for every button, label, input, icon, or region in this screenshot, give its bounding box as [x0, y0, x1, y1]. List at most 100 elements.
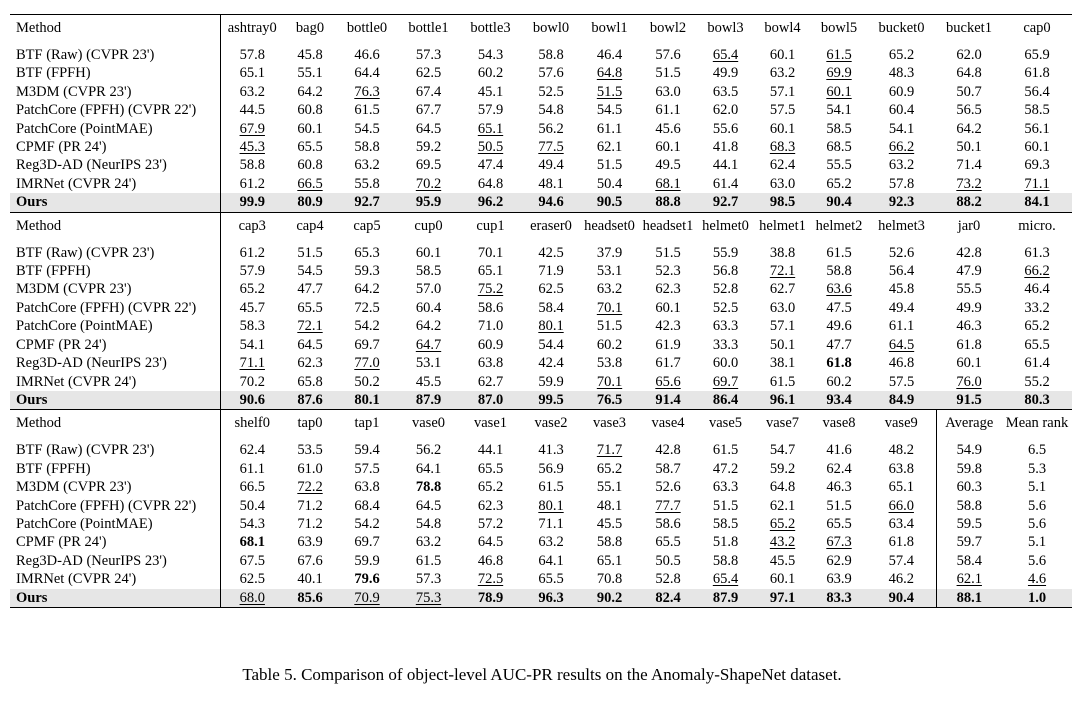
header-row: Method ashtray0 bag0 bottle0 bottle1 bottle3 b… [10, 14, 1072, 41]
cell-value: 52.8 [712, 281, 739, 298]
table-cell: 47.2 [697, 460, 754, 478]
table-cell: 91.4 [639, 390, 697, 410]
table-cell: 54.1 [867, 120, 936, 138]
cell-value: 88.1 [956, 589, 982, 606]
table-cell: 60.3 [936, 478, 1002, 496]
table-cell: 61.0 [284, 460, 336, 478]
table-cell: 51.5 [284, 239, 336, 262]
cell-value: 48.1 [538, 175, 564, 192]
table-cell: 65.4 [697, 41, 754, 64]
table-cell: 64.5 [459, 533, 522, 551]
column-header: cup1 [459, 211, 522, 239]
table-cell: 49.4 [522, 156, 580, 174]
table-cell: 90.2 [580, 588, 639, 608]
cell-value: 61.5 [826, 244, 852, 261]
cell-value: 58.6 [655, 515, 681, 532]
cell-value: 58.8 [826, 263, 852, 280]
table-cell: 60.9 [867, 83, 936, 101]
cell-value: 58.5 [826, 120, 852, 137]
cell-value: 65.8 [297, 373, 323, 390]
table-cell: 49.9 [697, 64, 754, 82]
cell-value: 68.5 [826, 139, 852, 156]
results-table: Method ashtray0 bag0 bottle0 bottle1 bottle3 b… [10, 14, 1072, 608]
table-cell: 37.9 [580, 239, 639, 262]
cell-value: 50.4 [239, 497, 265, 514]
table-cell: 48.1 [580, 497, 639, 515]
cell-value: 42.3 [655, 318, 681, 335]
table-cell: 65.5 [284, 138, 336, 156]
cell-value: 60.1 [769, 47, 796, 63]
table-cell: 65.4 [697, 570, 754, 588]
table-cell: 56.1 [1002, 120, 1072, 138]
cell-value: 61.5 [712, 442, 739, 459]
table-cell: 66.0 [867, 496, 937, 515]
cell-value: 47.9 [956, 263, 982, 280]
table-cell: 87.9 [398, 390, 459, 410]
table-cell: 61.5 [336, 101, 398, 119]
cell-value: 57.8 [239, 47, 265, 63]
cell-value: 61.1 [888, 318, 915, 335]
table-cell: 82.4 [639, 588, 697, 608]
cell-value: 47.5 [826, 299, 852, 316]
cell-value: 55.1 [596, 479, 623, 496]
table-row: Reg3D-AD (NeurIPS 23') 71.1 62.3 77.0 53.1 63… [10, 354, 1072, 373]
table-cell: 46.3 [811, 478, 867, 496]
table-row: M3DM (CVPR 23') 63.2 64.2 76.3 67.4 45.1 52.5 5… [10, 82, 1072, 102]
cell-value: 95.9 [415, 194, 442, 211]
cell-value: 57.1 [769, 318, 796, 335]
cell-value: 66.2 [1024, 263, 1050, 280]
cell-value: 69.3 [1024, 157, 1050, 174]
table-cell: 63.3 [697, 317, 754, 335]
cell-value: 65.3 [354, 244, 380, 261]
cell-value: 62.4 [826, 460, 852, 477]
table-cell: 60.4 [398, 299, 459, 317]
table-cell: 65.5 [811, 515, 867, 533]
table-cell: 65.2 [580, 460, 639, 478]
table-cell: 59.4 [336, 436, 398, 459]
cell-value: 42.4 [538, 355, 564, 372]
table-cell: 66.5 [284, 175, 336, 193]
cell-value: 68.1 [655, 175, 681, 192]
method-name: CPMF (PR 24') [10, 138, 221, 157]
table-cell: 57.0 [398, 280, 459, 298]
cell-value: 62.3 [655, 281, 681, 298]
table-cell: 50.7 [936, 83, 1002, 101]
cell-value: 57.3 [415, 47, 442, 63]
table-cell: 90.5 [580, 193, 639, 213]
table-cell: 57.5 [754, 101, 811, 119]
cell-value: 61.7 [655, 355, 681, 372]
cell-value: 67.6 [297, 552, 323, 569]
table-cell: 84.9 [867, 390, 936, 410]
table-cell: 65.1 [580, 552, 639, 570]
cell-value: 53.8 [596, 355, 623, 372]
cell-value: 59.4 [354, 442, 380, 459]
table-cell: 71.0 [459, 317, 522, 335]
table-cell: 38.1 [754, 354, 811, 372]
cell-value: 51.5 [826, 497, 852, 514]
table-cell: 77.7 [639, 497, 697, 515]
table-cell: 67.4 [398, 83, 459, 101]
cell-value: 52.6 [888, 244, 915, 261]
cell-value: 51.5 [712, 497, 739, 514]
cell-value: 58.6 [477, 299, 504, 316]
cell-value: 46.3 [956, 318, 982, 335]
cell-value: 72.1 [769, 263, 796, 280]
cell-value: 63.2 [596, 281, 623, 298]
table-cell: 60.1 [936, 354, 1002, 372]
cell-value: 71.2 [297, 515, 323, 532]
table-cell: 61.8 [936, 336, 1002, 354]
table-cell: 94.6 [522, 193, 580, 213]
cell-value: 5.6 [1027, 515, 1047, 532]
cell-value: 57.0 [415, 281, 442, 298]
cell-value: 5.3 [1027, 460, 1047, 477]
table-cell: 63.4 [867, 514, 937, 534]
table-cell: 64.8 [580, 64, 639, 82]
table-cell: 67.7 [398, 101, 459, 119]
table-cell: 61.5 [398, 552, 459, 570]
method-name: BTF (FPFH) [10, 262, 221, 281]
cell-value: 63.4 [888, 515, 914, 532]
table-cell: 64.5 [398, 497, 459, 515]
cell-value: 45.7 [239, 299, 265, 316]
cell-value: 65.5 [655, 534, 681, 551]
table-cell: 62.1 [936, 570, 1002, 588]
